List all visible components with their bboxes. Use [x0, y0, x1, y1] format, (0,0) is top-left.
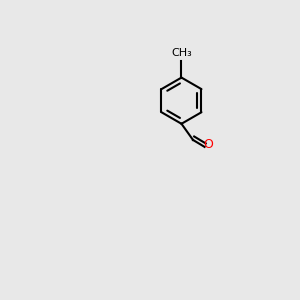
- Text: O: O: [203, 138, 213, 151]
- Text: CH₃: CH₃: [171, 48, 192, 58]
